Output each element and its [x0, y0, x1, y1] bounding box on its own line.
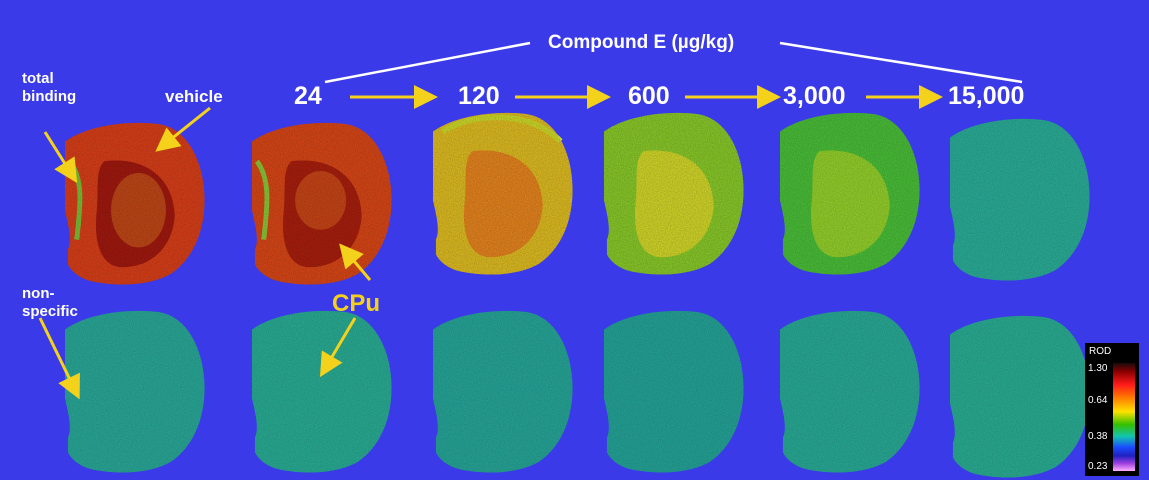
colorbar-tick-3: 0.38 [1088, 431, 1108, 442]
title-bracket-right [779, 41, 1023, 84]
chart-title: Compound E (µg/kg) [548, 32, 735, 53]
non-specific-label: non-specific [22, 285, 78, 320]
dose-label-120: 120 [458, 82, 500, 110]
total-binding-arrow [43, 131, 78, 184]
title-bracket-left [324, 41, 531, 84]
section-24-total [252, 122, 392, 285]
section-3000-nonspecific [780, 310, 920, 473]
dose-label-600: 600 [628, 82, 670, 110]
section-15000-total [950, 118, 1090, 281]
section-vehicle-total [65, 122, 205, 285]
colorbar-tick-2: 0.64 [1088, 395, 1108, 406]
section-vehicle-nonspecific [65, 310, 205, 473]
total-binding-label: total binding [22, 70, 77, 105]
colorbar-title: ROD [1089, 346, 1112, 357]
dose-label-3000: 3,000 [783, 82, 846, 110]
colorbar-tick-max: 1.30 [1088, 363, 1108, 374]
rod-colorbar: ROD 1.30 0.64 0.38 0.23 [1085, 343, 1139, 476]
dose-label-24: 24 [294, 82, 322, 110]
section-3000-total [780, 112, 920, 275]
cpu-arrow-down [319, 317, 357, 378]
section-15000-nonspecific [950, 315, 1090, 478]
colorbar-gradient [1113, 363, 1135, 471]
section-120-total [433, 112, 573, 275]
non-specific-arrow [38, 317, 80, 400]
section-600-nonspecific [604, 310, 744, 473]
vehicle-label: vehicle [165, 87, 223, 106]
dose-label-15000: 15,000 [948, 82, 1025, 110]
cpu-arrow-up [339, 243, 372, 281]
section-24-nonspecific [252, 310, 392, 473]
section-120-nonspecific [433, 310, 573, 473]
vehicle-arrow [155, 106, 211, 152]
section-600-total [604, 112, 744, 275]
colorbar-tick-min: 0.23 [1088, 461, 1108, 472]
cpu-label: CPu [332, 290, 380, 317]
